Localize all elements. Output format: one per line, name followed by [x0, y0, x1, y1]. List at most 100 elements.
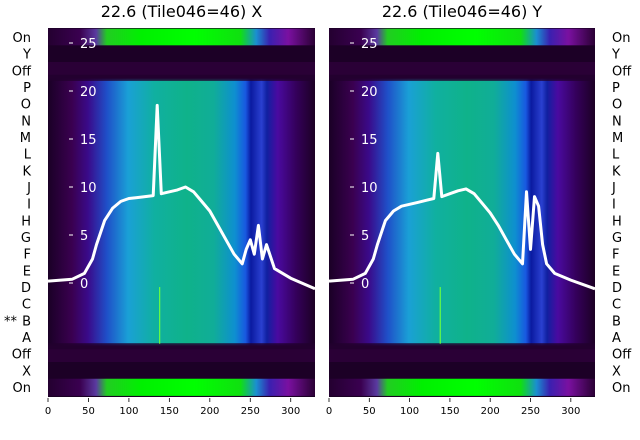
row-label: N — [21, 114, 31, 129]
row-label: F — [612, 248, 619, 263]
heatmap-row-c — [329, 295, 595, 313]
row-label: M — [20, 131, 31, 146]
row-marker: ** — [4, 314, 18, 329]
x-tick-label: 100 — [400, 406, 419, 417]
inner-y-tick-label: 5 — [80, 229, 88, 244]
heatmap-row-n — [48, 112, 315, 130]
row-label: Off — [12, 348, 32, 363]
heatmap-row-b — [329, 312, 595, 330]
heatmap-separator — [48, 343, 315, 350]
row-label: M — [612, 131, 623, 146]
row-label: H — [612, 214, 622, 229]
row-label: J — [611, 181, 616, 196]
heatmap-row-p — [329, 78, 595, 96]
heatmap-row-j — [329, 178, 595, 196]
row-label: P — [23, 81, 31, 96]
row-label: E — [612, 264, 620, 279]
heatmap-row-f — [329, 245, 595, 263]
heatmap-row-m — [48, 128, 315, 146]
heatmap-row-p — [48, 78, 315, 96]
row-label: I — [27, 198, 31, 213]
heatmap-row-n — [329, 112, 595, 130]
heatmap-row-l — [329, 145, 595, 163]
heatmap-row-x — [48, 362, 315, 380]
heatmap-row-off — [329, 345, 595, 363]
heatmap-row-on — [329, 28, 595, 46]
row-label: C — [612, 298, 621, 313]
row-label: O — [21, 98, 31, 113]
heatmap-row-on — [48, 28, 315, 46]
x-tick-label: 150 — [440, 406, 459, 417]
heatmap-row-m — [329, 128, 595, 146]
heatmap-row-k — [329, 162, 595, 180]
row-label: On — [13, 31, 31, 46]
row-label: H — [21, 214, 31, 229]
row-label: F — [24, 248, 31, 263]
heatmap-row-a — [329, 328, 595, 346]
row-label: L — [612, 148, 620, 163]
x-tick-label: 100 — [119, 406, 138, 417]
row-label: Off — [12, 64, 32, 79]
inner-y-tick-label: 25 — [80, 37, 97, 52]
x-tick-label: 300 — [561, 406, 580, 417]
inner-y-tick-label: 10 — [80, 181, 97, 196]
heatmap-row-i — [48, 195, 315, 213]
inner-y-tick-label: 0 — [80, 277, 88, 292]
inner-y-tick-label: 5 — [361, 229, 369, 244]
row-label: B — [22, 314, 31, 329]
heatmap-image — [48, 28, 315, 397]
x-tick-label: 200 — [200, 406, 219, 417]
row-label: C — [22, 298, 31, 313]
row-label: P — [612, 81, 620, 96]
heatmap-row-y — [48, 45, 315, 63]
row-label: On — [612, 381, 630, 396]
heatmap-row-o — [48, 95, 315, 113]
heatmap-row-off — [48, 345, 315, 363]
x-tick-label: 0 — [45, 406, 51, 417]
row-label: N — [612, 114, 622, 129]
chart-title: 22.6 (Tile046=46) X — [101, 2, 263, 21]
x-tick-label: 0 — [326, 406, 332, 417]
heatmap-row-i — [329, 195, 595, 213]
heatmap-row-o — [329, 95, 595, 113]
heatmap-row-f — [48, 245, 315, 263]
row-label: On — [13, 381, 31, 396]
row-label: On — [612, 31, 630, 46]
x-tick-label: 200 — [481, 406, 500, 417]
row-label: K — [22, 164, 31, 179]
x-tick-label: 300 — [281, 406, 300, 417]
row-label: D — [612, 281, 622, 296]
row-label: A — [22, 331, 31, 346]
heatmap-row-y — [329, 45, 595, 63]
inner-y-tick-label: 10 — [361, 181, 378, 196]
heatmap-row-h — [329, 212, 595, 230]
row-label: K — [612, 164, 621, 179]
x-tick-label: 150 — [160, 406, 179, 417]
heatmap-row-e — [48, 262, 315, 280]
row-label: L — [24, 148, 32, 163]
inner-y-tick-label: 15 — [361, 133, 378, 148]
heatmap-row-x — [329, 362, 595, 380]
row-label: O — [612, 98, 622, 113]
row-label: Off — [612, 348, 632, 363]
heatmap-separator — [329, 74, 595, 81]
inner-y-tick-label: 20 — [80, 85, 97, 100]
heatmap-row-k — [48, 162, 315, 180]
heatmap-row-h — [48, 212, 315, 230]
x-tick-label: 50 — [363, 406, 376, 417]
row-label: G — [21, 231, 31, 246]
heatmap-row-d — [48, 278, 315, 296]
heatmap-row-b — [48, 312, 315, 330]
heatmap-row-l — [48, 145, 315, 163]
heatmap-row-d — [329, 278, 595, 296]
heatmap-row-on — [329, 378, 595, 396]
row-label: A — [612, 331, 621, 346]
x-tick-label: 50 — [82, 406, 95, 417]
heatmap-image — [329, 28, 595, 397]
inner-y-tick-label: 20 — [361, 85, 378, 100]
chart-title: 22.6 (Tile046=46) Y — [382, 2, 543, 21]
heatmap-row-a — [48, 328, 315, 346]
